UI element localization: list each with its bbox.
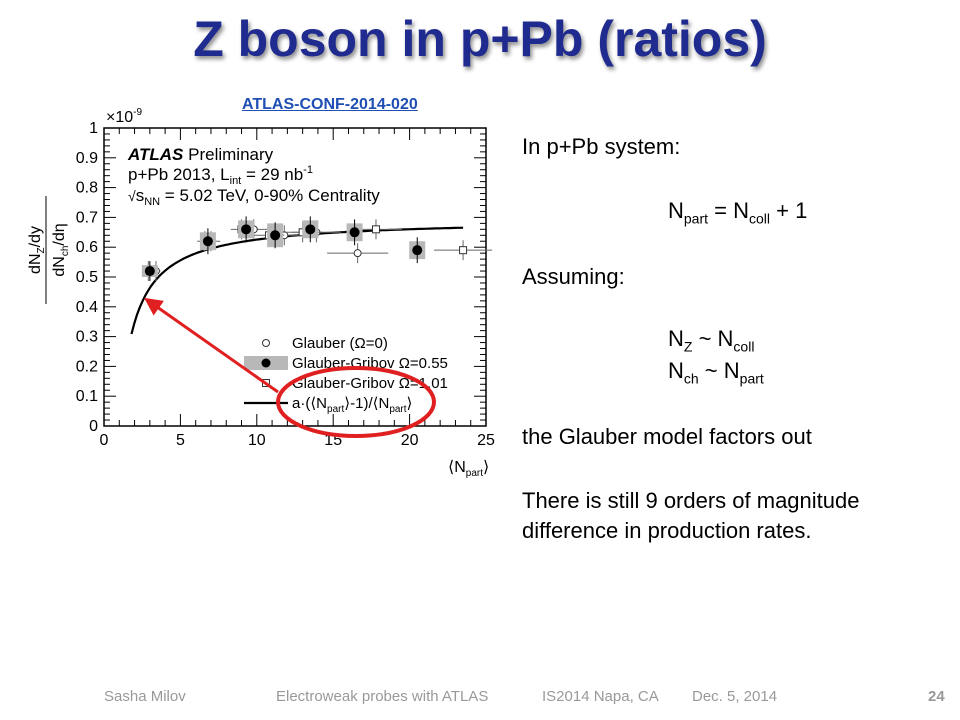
y-tick-label: 0.2 [76, 358, 98, 375]
gribov101-point [459, 246, 468, 255]
svg-text:dNZ/dy: dNZ/dy [27, 226, 47, 274]
text-assuming: Assuming: [522, 264, 625, 289]
energy-label: √ [128, 188, 136, 204]
footer-talk: Electroweak probes with ATLAS [276, 688, 489, 705]
gribov101-point [371, 225, 380, 234]
footer-author: Sasha Milov [104, 688, 186, 705]
gribov055-point [349, 227, 360, 238]
svg-text:√sNN = 5.02 TeV, 0-90% Central: √sNN = 5.02 TeV, 0-90% Centrality [128, 186, 380, 208]
y-tick-label: 0.7 [76, 209, 98, 226]
chart-axes: 00.10.20.30.40.50.60.70.80.910 5 10 15 20 25 [76, 120, 495, 449]
legend-label-glauber: Glauber (Ω=0) [292, 335, 388, 352]
legend-marker-open-circle [262, 339, 270, 347]
chart-legend: Glauber (Ω=0) Glauber-Gribov Ω=0.55 Glau… [292, 335, 448, 415]
plot-labels: ATLAS Preliminary p+Pb 2013, Lint = 29 n… [127, 145, 380, 208]
equation-npart: Npart = Ncoll + 1 [668, 198, 808, 227]
x-tick-label: 10 [248, 432, 266, 449]
y-tick-label: 0 [89, 418, 98, 435]
highlight-ellipse [276, 366, 436, 438]
glauber-point [353, 249, 362, 258]
gribov055-point [270, 230, 281, 241]
data-points [141, 216, 493, 282]
dataset-label: p+Pb 2013, L [128, 165, 230, 184]
text-intro: In p+Pb system: [522, 134, 681, 159]
footer-date: Dec. 5, 2014 [692, 688, 778, 705]
svg-text:ATLAS Preliminary: ATLAS Preliminary [127, 145, 274, 164]
gribov055-point [144, 266, 155, 277]
gribov055-point [241, 224, 252, 235]
gribov055-point [202, 236, 213, 247]
highlight-arrow [144, 297, 279, 394]
x-tick-label: 20 [401, 432, 419, 449]
y-tick-label: 0.9 [76, 150, 98, 167]
legend-marker-filled-circle [261, 358, 271, 368]
y-tick-label: 0.8 [76, 180, 98, 197]
gribov055-point [412, 245, 423, 256]
equation-nch: Nch ~ Npart [668, 358, 764, 387]
equation-nz: NZ ~ Ncoll [668, 326, 755, 355]
y-tick-label: 0.4 [76, 299, 98, 316]
y-tick-label: 0.6 [76, 239, 98, 256]
y-axis-title: dNZ/dy dNch/dη [27, 196, 71, 304]
x-axis-title: ⟨Npart⟩ [448, 459, 489, 479]
y-tick-label: 0.3 [76, 329, 98, 346]
svg-text:dNch/dη: dNch/dη [51, 223, 71, 276]
slide-title: Z boson in p+Pb (ratios) [193, 11, 767, 67]
legend-label-fit: a·(⟨Npart⟩-1)/⟨Npart⟩ [292, 395, 412, 415]
y-multiplier: ×10-9 [106, 107, 142, 126]
text-orders: There is still 9 orders of magnitude [522, 488, 860, 513]
text-difference: difference in production rates. [522, 518, 812, 543]
gribov055-point [305, 224, 316, 235]
legend-label-gribov-101: Glauber-Gribov Ω=1.01 [292, 375, 448, 392]
y-tick-label: 0.1 [76, 388, 98, 405]
atlas-label: ATLAS [127, 145, 184, 164]
y-tick-label: 0.5 [76, 269, 98, 286]
x-tick-label: 25 [477, 432, 495, 449]
page-number: 24 [928, 688, 945, 705]
reference-link[interactable]: ATLAS-CONF-2014-020 [242, 96, 418, 113]
x-tick-label: 0 [100, 432, 109, 449]
preliminary-label: Preliminary [188, 145, 274, 164]
text-glauber: the Glauber model factors out [522, 424, 812, 449]
y-tick-label: 1 [89, 120, 98, 137]
svg-text:p+Pb 2013, Lint = 29 nb-1: p+Pb 2013, Lint = 29 nb-1 [128, 164, 313, 187]
x-tick-label: 5 [176, 432, 185, 449]
footer-conference: IS2014 Napa, CA [542, 688, 659, 705]
